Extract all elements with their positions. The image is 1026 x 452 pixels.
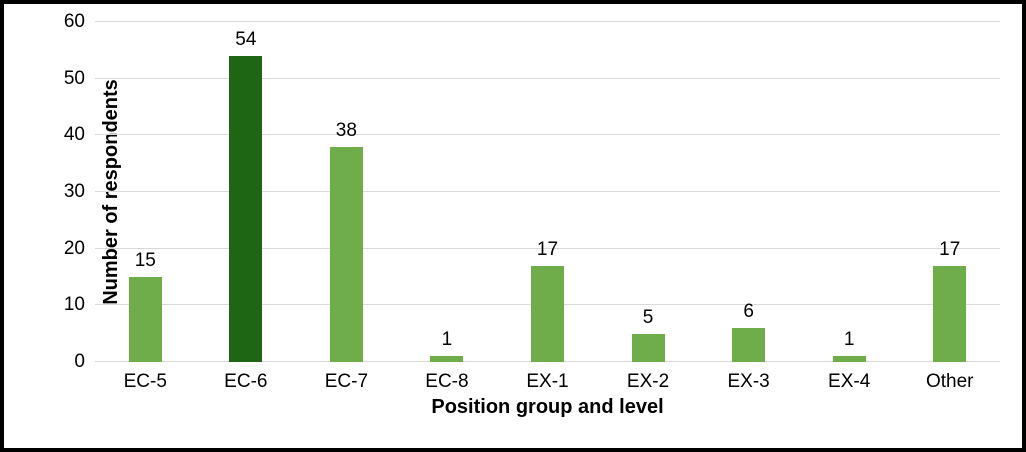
y-tick-label-40: 40 xyxy=(63,124,85,146)
y-tick-label-60: 60 xyxy=(63,11,85,32)
bar-EC-7 xyxy=(329,146,363,362)
y-tick-label-10: 10 xyxy=(63,294,85,316)
gridline-y-30 xyxy=(95,191,1000,192)
y-tick-label-30: 30 xyxy=(63,181,85,202)
x-category-label-EC-7: EC-7 xyxy=(324,371,369,392)
bar-EC-8 xyxy=(430,356,464,362)
gridline-y-60 xyxy=(95,21,1000,22)
x-category-label-Other: Other xyxy=(925,371,974,392)
gridline-y-50 xyxy=(95,77,1000,79)
bar-value-label-EX-1: 17 xyxy=(536,238,559,260)
x-category-label-EC-6: EC-6 xyxy=(224,371,268,392)
bar-value-label-EC-7: 38 xyxy=(335,119,357,141)
y-tick-label-50: 50 xyxy=(63,67,85,89)
bar-EC-6 xyxy=(229,56,263,362)
gridline-y-40 xyxy=(95,134,1000,136)
bar-value-label-EC-5: 15 xyxy=(134,250,156,271)
x-category-label-EX-3: EX-3 xyxy=(727,371,770,392)
bar-EX-3 xyxy=(732,328,766,362)
bar-value-label-EX-3: 6 xyxy=(743,301,754,322)
bar-value-label-Other: 17 xyxy=(939,238,961,260)
bar-value-label-EC-8: 1 xyxy=(441,329,453,351)
bar-value-label-EX-4: 1 xyxy=(843,329,855,351)
bar-Other xyxy=(933,265,967,362)
y-tick-label-0: 0 xyxy=(74,351,85,372)
x-category-label-EC-8: EC-8 xyxy=(425,371,469,392)
plot-area: 15 54 38 1 17 5 6 1 17 xyxy=(95,21,1000,362)
x-category-label-EX-1: EX-1 xyxy=(526,371,569,392)
x-category-label-EX-2: EX-2 xyxy=(626,371,670,392)
x-axis-title: Position group and level xyxy=(431,396,664,418)
bar-value-label-EX-2: 5 xyxy=(642,306,654,328)
x-category-label-EX-4: EX-4 xyxy=(828,371,871,392)
gridline-y-20 xyxy=(95,247,1000,249)
x-category-label-EC-5: EC-5 xyxy=(123,371,167,392)
bar-EX-4 xyxy=(832,356,866,362)
bar-EX-2 xyxy=(631,333,665,362)
bar-EX-1 xyxy=(531,265,564,362)
y-tick-label-20: 20 xyxy=(63,237,85,259)
bar-EC-5 xyxy=(128,277,162,362)
bar-value-label-EC-6: 54 xyxy=(235,29,257,50)
